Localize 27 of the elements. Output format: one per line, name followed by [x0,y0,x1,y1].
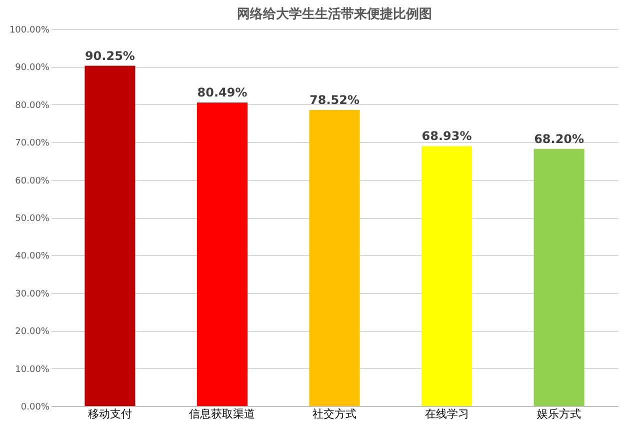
bar [196,102,248,406]
y-tick-label: 100.00% [9,26,50,36]
y-tick-label: 20.00% [15,327,50,338]
x-tick-label: 社交方式 [312,408,356,420]
y-tick-label: 50.00% [15,214,50,224]
x-tick-label: 娱乐方式 [537,408,582,420]
data-label: 68.93% [422,129,472,144]
chart-title: 网络给大学生生活带来便捷比例图 [237,7,432,22]
data-label: 78.52% [310,92,360,107]
y-tick-label: 40.00% [15,252,50,262]
bar [422,146,472,406]
y-tick-label: 60.00% [15,176,50,186]
x-tick-label: 信息获取渠道 [189,408,256,420]
y-tick-label: 30.00% [15,289,50,300]
bar [309,110,360,406]
y-tick-label: 90.00% [15,63,50,74]
x-tick-label: 移动支付 [88,408,132,420]
bar [534,148,584,406]
bar [84,66,136,406]
data-label: 80.49% [197,86,248,100]
y-tick-label: 10.00% [15,364,50,375]
y-tick-label: 70.00% [15,138,50,149]
data-label: 90.25% [84,48,135,63]
y-tick-label: 0.00% [20,402,50,412]
data-label: 68.20% [534,132,584,146]
x-tick-label: 在线学习 [424,408,469,420]
y-tick-label: 80.00% [15,100,50,111]
